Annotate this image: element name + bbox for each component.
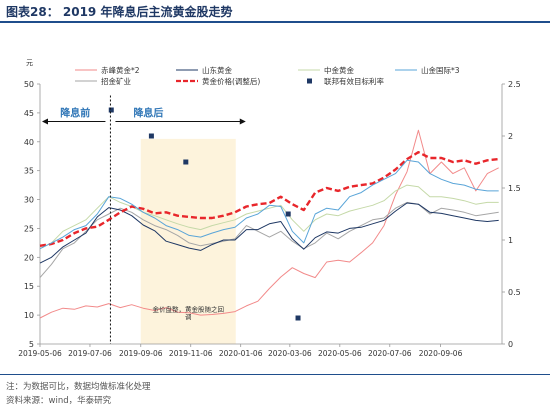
y-tick-label: 5 [29,340,34,349]
legend-label: 中金黄金 [324,65,354,75]
y2-tick-label: 2 [508,132,513,141]
x-tick-label: 2020-03-06 [268,349,312,358]
y-tick-label: 15 [24,282,34,291]
figure-title: 图表28： 2019 年降息后主流黄金股走势 [6,5,233,19]
y2-tick-label: 0.5 [508,288,521,297]
legend-label: 山金国际*3 [421,65,460,75]
series-line [39,129,499,319]
legend-label: 山东黄金 [202,65,232,75]
x-tick-label: 2019-07-06 [68,349,112,358]
consolidation-note: 调 [185,312,192,321]
legend-label: 赤峰黄金*2 [101,65,140,75]
y2-tick-label: 1.5 [508,184,521,193]
before-cut-label: 降息前 [60,107,90,120]
y-tick-label: 45 [24,109,34,118]
y-tick-label: 35 [24,167,34,176]
x-tick-label: 2020-05-06 [318,349,362,358]
y-tick-label: 10 [24,311,34,320]
fed-rate-point [183,159,189,165]
title-rule [0,21,550,23]
series-line [39,201,499,278]
y-tick-label: 20 [24,253,34,262]
legend-label: 黄金价格(调整后) [202,76,260,86]
x-tick-label: 2020-01-06 [219,349,263,358]
after-cut-arrowhead [239,118,246,125]
consolidation-note: 金价盘整，黄金股随之回 [153,305,225,314]
bottom-rule [0,374,550,375]
y-tick-label: 30 [24,196,34,205]
series-line [39,150,499,247]
fed-rate-point [148,133,154,139]
x-tick-label: 2019-05-06 [18,349,62,358]
y-axis-label: 元 [26,59,33,67]
figure-note: 注：为数据可比，数据均做标准化处理 [6,382,151,392]
legend-label: 招金矿业 [101,76,131,86]
figure-source: 资料来源：wind，华泰研究 [6,396,112,406]
series-line [39,159,499,250]
x-tick-label: 2020-09-06 [419,349,463,358]
y2-tick-label: 1 [508,236,513,245]
y2-tick-label: 2.5 [508,80,521,89]
y-tick-label: 40 [24,138,34,147]
fed-rate-point [108,107,114,113]
fed-rate-point [295,315,301,321]
x-tick-label: 2019-11-06 [169,349,213,358]
x-tick-label: 2019-09-06 [119,349,163,358]
series-line [39,202,499,264]
y2-tick-label: 0 [508,340,513,349]
after-cut-label: 降息后 [133,107,163,120]
series-line [39,184,499,250]
fed-rate-point [285,211,291,217]
y-tick-label: 50 [24,80,34,89]
y-tick-label: 25 [24,224,34,233]
before-cut-arrowhead [42,118,48,125]
x-tick-label: 2020-07-06 [368,349,412,358]
legend-marker [307,78,312,84]
legend-label: 联邦有效目标利率 [324,76,384,86]
